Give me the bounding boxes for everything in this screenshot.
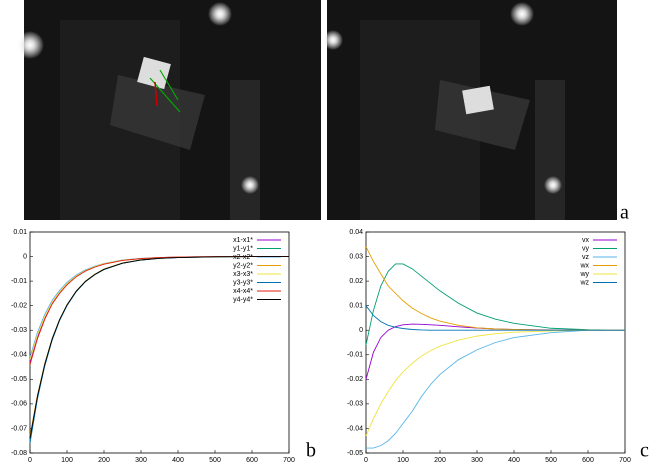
legend-label: x1-x1* xyxy=(233,237,253,244)
series-line xyxy=(366,329,625,449)
x-tick-label: 600 xyxy=(582,457,594,464)
x-tick-label: 0 xyxy=(364,457,368,464)
x-tick-label: 200 xyxy=(434,457,446,464)
photo-right xyxy=(323,0,617,220)
series-line xyxy=(365,323,625,380)
y-tick-label: -0.07 xyxy=(11,425,27,432)
x-tick-label: 300 xyxy=(135,457,147,464)
x-tick-label: 100 xyxy=(397,457,409,464)
legend-label: x2-x2* xyxy=(233,254,253,261)
y-tick-label: -0.03 xyxy=(11,327,27,334)
legend-label: vx xyxy=(582,237,590,244)
series-line xyxy=(365,305,625,331)
photo-left xyxy=(16,0,321,220)
x-tick-label: 700 xyxy=(619,457,631,464)
y-tick-label: -0.01 xyxy=(347,352,363,359)
series-line xyxy=(365,263,626,346)
y-tick-label: -0.02 xyxy=(347,376,363,383)
series-line xyxy=(365,329,625,436)
legend-label: y3-y3* xyxy=(233,279,253,286)
x-tick-label: 600 xyxy=(246,457,258,464)
y-tick-label: 0.03 xyxy=(349,253,363,260)
x-tick-label: 500 xyxy=(209,457,221,464)
y-tick-label: -0.01 xyxy=(11,278,27,285)
x-tick-label: 400 xyxy=(172,457,184,464)
y-tick-label: -0.05 xyxy=(347,450,363,457)
y-tick-label: -0.08 xyxy=(11,450,27,457)
legend-label: wz xyxy=(579,279,589,286)
series-line xyxy=(365,246,625,331)
x-tick-label: 300 xyxy=(471,457,483,464)
legend-label: y4-y4* xyxy=(233,296,253,303)
legend-label: y2-y2* xyxy=(233,262,253,269)
x-tick-label: 400 xyxy=(508,457,520,464)
legend-label: wx xyxy=(579,262,589,269)
y-tick-label: -0.03 xyxy=(347,401,363,408)
y-tick-label: -0.06 xyxy=(11,401,27,408)
y-tick-label: -0.04 xyxy=(11,352,27,359)
y-tick-label: 0.01 xyxy=(13,229,27,236)
x-tick-label: 0 xyxy=(28,457,32,464)
y-tick-label: 0.04 xyxy=(349,229,363,236)
legend-label: vy xyxy=(582,245,590,252)
panel-label: b xyxy=(306,440,316,462)
x-tick-label: 500 xyxy=(545,457,557,464)
y-tick-label: 0.01 xyxy=(349,303,363,310)
legend-label: vz xyxy=(582,254,590,261)
panel-label: a xyxy=(620,202,629,224)
y-tick-label: 0 xyxy=(23,253,27,260)
panel-label: c xyxy=(640,440,649,462)
y-tick-label: -0.05 xyxy=(11,376,27,383)
x-tick-label: 200 xyxy=(98,457,110,464)
plot-frame xyxy=(29,231,290,454)
legend-label: y1-y1* xyxy=(233,245,253,252)
y-tick-label: 0 xyxy=(359,327,363,334)
legend-label: x4-x4* xyxy=(233,288,253,295)
series-line xyxy=(29,256,289,439)
y-tick-label: -0.02 xyxy=(11,303,27,310)
plot-frame xyxy=(365,231,626,454)
legend-label: x3-x3* xyxy=(233,271,253,278)
x-tick-label: 100 xyxy=(61,457,73,464)
y-tick-label: 0.02 xyxy=(349,278,363,285)
y-tick-label: -0.04 xyxy=(347,425,363,432)
legend-label: wy xyxy=(579,271,589,278)
x-tick-label: 700 xyxy=(283,457,295,464)
